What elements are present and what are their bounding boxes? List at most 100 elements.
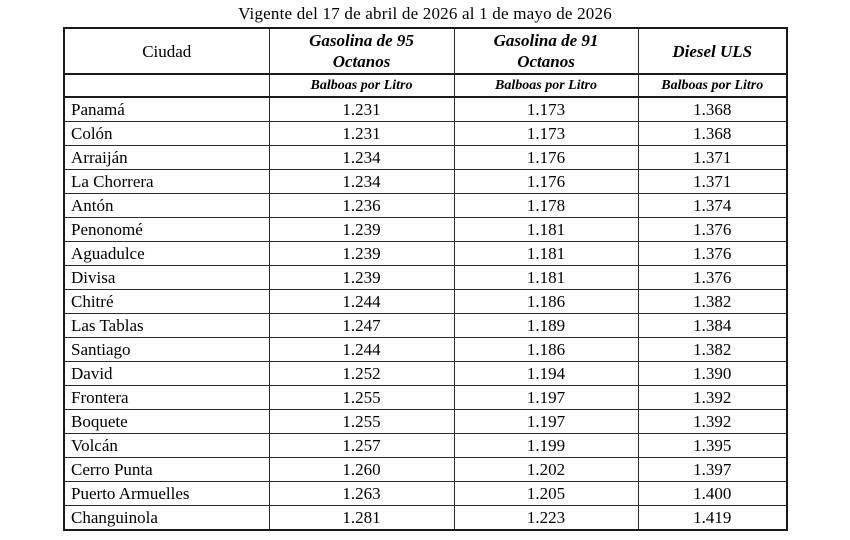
gasolina-95-price-cell: 1.247 <box>268 313 455 338</box>
gasolina-95-price-cell: 1.260 <box>268 457 455 482</box>
gasolina-95-price-cell: 1.231 <box>268 121 455 146</box>
gasolina-91-price-cell: 1.181 <box>453 265 639 290</box>
diesel-price-cell: 1.368 <box>637 121 788 146</box>
diesel-price-cell: 1.376 <box>637 217 788 242</box>
column-header-ciudad: Ciudad <box>63 27 270 75</box>
gasolina-95-price-cell: 1.255 <box>268 385 455 410</box>
price-table-body: Panamá 1.231 1.173 1.368 Colón 1.231 1.1… <box>63 96 788 531</box>
table-row: La Chorrera 1.234 1.176 1.371 <box>63 169 788 194</box>
gasolina-91-price-cell: 1.181 <box>453 217 639 242</box>
table-row: Chitré 1.244 1.186 1.382 <box>63 289 788 314</box>
table-row: Boquete 1.255 1.197 1.392 <box>63 409 788 434</box>
gasolina-95-price-cell: 1.244 <box>268 289 455 314</box>
city-cell: Divisa <box>63 265 270 290</box>
table-row: Panamá 1.231 1.173 1.368 <box>63 96 788 122</box>
gasolina-95-price-cell: 1.255 <box>268 409 455 434</box>
city-cell: Santiago <box>63 337 270 362</box>
diesel-price-cell: 1.390 <box>637 361 788 386</box>
table-row: Volcán 1.257 1.199 1.395 <box>63 433 788 458</box>
table-row: Frontera 1.255 1.197 1.392 <box>63 385 788 410</box>
gasolina-95-price-cell: 1.239 <box>268 241 455 266</box>
city-cell: Las Tablas <box>63 313 270 338</box>
gasolina-91-price-cell: 1.178 <box>453 193 639 218</box>
city-cell: Aguadulce <box>63 241 270 266</box>
diesel-price-cell: 1.376 <box>637 241 788 266</box>
gasolina-95-price-cell: 1.263 <box>268 481 455 506</box>
column-header-gasolina-95: Gasolina de 95 Octanos <box>268 27 455 75</box>
diesel-price-cell: 1.368 <box>637 96 788 122</box>
table-row: Colón 1.231 1.173 1.368 <box>63 121 788 146</box>
city-cell: Cerro Punta <box>63 457 270 482</box>
gasolina-95-price-cell: 1.281 <box>268 505 455 531</box>
table-row: Aguadulce 1.239 1.181 1.376 <box>63 241 788 266</box>
table-row: Antón 1.236 1.178 1.374 <box>63 193 788 218</box>
gasolina-91-price-cell: 1.181 <box>453 241 639 266</box>
city-cell: David <box>63 361 270 386</box>
city-cell: Volcán <box>63 433 270 458</box>
subheader-diesel-unit: Balboas por Litro <box>637 73 788 98</box>
table-row: Cerro Punta 1.260 1.202 1.397 <box>63 457 788 482</box>
gasolina-91-price-cell: 1.176 <box>453 169 639 194</box>
gasolina-95-price-cell: 1.252 <box>268 361 455 386</box>
city-cell: Colón <box>63 121 270 146</box>
diesel-price-cell: 1.400 <box>637 481 788 506</box>
diesel-price-cell: 1.382 <box>637 337 788 362</box>
city-cell: Frontera <box>63 385 270 410</box>
gasolina-91-price-cell: 1.194 <box>453 361 639 386</box>
diesel-price-cell: 1.384 <box>637 313 788 338</box>
gasolina-91-price-cell: 1.197 <box>453 409 639 434</box>
diesel-price-cell: 1.382 <box>637 289 788 314</box>
gasolina-95-price-cell: 1.236 <box>268 193 455 218</box>
city-cell: Antón <box>63 193 270 218</box>
gasolina-91-price-cell: 1.223 <box>453 505 639 531</box>
subheader-row: Balboas por Litro Balboas por Litro Balb… <box>63 73 788 98</box>
diesel-price-cell: 1.374 <box>637 193 788 218</box>
gasolina-91-price-cell: 1.199 <box>453 433 639 458</box>
validity-period-title: Vigente del 17 de abril de 2026 al 1 de … <box>238 4 612 23</box>
gasolina-91-price-cell: 1.173 <box>453 121 639 146</box>
subheader-gasolina-91-unit: Balboas por Litro <box>453 73 639 98</box>
city-cell: Changuinola <box>63 505 270 531</box>
column-header-diesel-uls: Diesel ULS <box>637 27 788 75</box>
gasolina-95-price-cell: 1.244 <box>268 337 455 362</box>
gasolina-91-price-cell: 1.197 <box>453 385 639 410</box>
table-row: Divisa 1.239 1.181 1.376 <box>63 265 788 290</box>
diesel-price-cell: 1.397 <box>637 457 788 482</box>
city-cell: Penonomé <box>63 217 270 242</box>
table-row: Puerto Armuelles 1.263 1.205 1.400 <box>63 481 788 506</box>
gasolina-91-price-cell: 1.186 <box>453 289 639 314</box>
table-row: Las Tablas 1.247 1.189 1.384 <box>63 313 788 338</box>
gasolina-95-price-cell: 1.257 <box>268 433 455 458</box>
gasolina-95-price-cell: 1.234 <box>268 169 455 194</box>
table-row: Arraiján 1.234 1.176 1.371 <box>63 145 788 170</box>
gasolina-91-price-cell: 1.205 <box>453 481 639 506</box>
subheader-gasolina-95-unit: Balboas por Litro <box>268 73 455 98</box>
fuel-price-table: Ciudad Gasolina de 95 Octanos Gasolina d… <box>63 27 788 531</box>
gasolina-91-price-cell: 1.173 <box>453 96 639 122</box>
gasolina-95-price-cell: 1.231 <box>268 96 455 122</box>
diesel-price-cell: 1.376 <box>637 265 788 290</box>
city-cell: Puerto Armuelles <box>63 481 270 506</box>
gasolina-95-price-cell: 1.239 <box>268 217 455 242</box>
city-cell: Chitré <box>63 289 270 314</box>
city-cell: Boquete <box>63 409 270 434</box>
diesel-price-cell: 1.419 <box>637 505 788 531</box>
city-cell: Panamá <box>63 96 270 122</box>
column-header-gasolina-91: Gasolina de 91 Octanos <box>453 27 639 75</box>
diesel-price-cell: 1.395 <box>637 433 788 458</box>
diesel-price-cell: 1.392 <box>637 385 788 410</box>
diesel-price-cell: 1.392 <box>637 409 788 434</box>
subheader-ciudad <box>63 73 270 98</box>
diesel-price-cell: 1.371 <box>637 145 788 170</box>
gasolina-95-price-cell: 1.239 <box>268 265 455 290</box>
gasolina-95-price-cell: 1.234 <box>268 145 455 170</box>
gasolina-91-price-cell: 1.189 <box>453 313 639 338</box>
table-row: Changuinola 1.281 1.223 1.419 <box>63 505 788 531</box>
gasolina-91-price-cell: 1.186 <box>453 337 639 362</box>
table-row: Penonomé 1.239 1.181 1.376 <box>63 217 788 242</box>
header-row: Ciudad Gasolina de 95 Octanos Gasolina d… <box>63 27 788 75</box>
gasolina-91-price-cell: 1.176 <box>453 145 639 170</box>
table-row: Santiago 1.244 1.186 1.382 <box>63 337 788 362</box>
city-cell: Arraiján <box>63 145 270 170</box>
